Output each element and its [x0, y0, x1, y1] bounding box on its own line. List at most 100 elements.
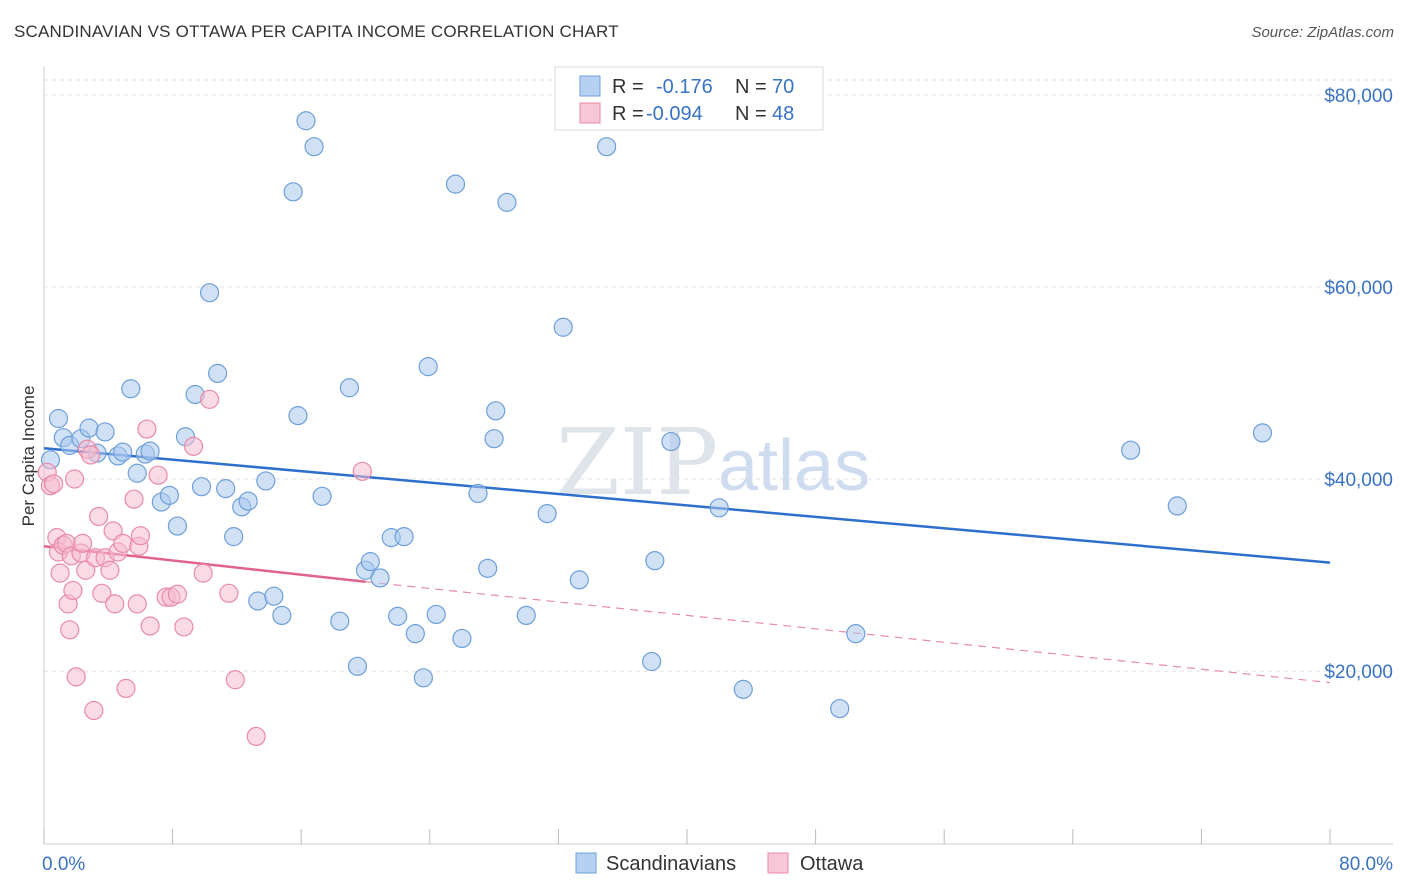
point-ottawa [140, 616, 160, 636]
point-scandinavians [360, 552, 380, 572]
point-scandinavians [113, 442, 133, 462]
point-ottawa [116, 678, 136, 699]
point-ottawa [113, 533, 133, 553]
point-scandinavians [733, 679, 753, 699]
trend-line-scandinavians [43, 447, 1331, 564]
point-scandinavians [478, 558, 498, 578]
point-ottawa [352, 461, 372, 481]
y-tick-label: $80,000 [1324, 86, 1393, 107]
legend-r-value-1: -0.176 [656, 76, 713, 98]
point-scandinavians [272, 605, 292, 626]
legend-bottom-label-scandinavians: Scandinavians [606, 853, 736, 875]
point-ottawa [225, 670, 245, 690]
legend-swatch-scandinavians [579, 75, 601, 97]
point-scandinavians [95, 422, 115, 442]
chart-title: SCANDINAVIAN VS OTTAWA PER CAPITA INCOME… [14, 22, 619, 41]
point-ottawa [199, 389, 220, 409]
point-scandinavians [645, 551, 665, 571]
y-axis-label: Per Capita Income [19, 386, 38, 527]
point-scandinavians [1252, 423, 1273, 443]
point-scandinavians [1167, 496, 1187, 516]
legend-bottom-label-ottawa: Ottawa [800, 853, 864, 875]
point-scandinavians [264, 586, 284, 606]
point-scandinavians [452, 628, 472, 649]
point-scandinavians [216, 479, 236, 499]
point-scandinavians [238, 491, 258, 511]
point-scandinavians [418, 357, 438, 377]
watermark-atlas: atlas [718, 426, 870, 506]
trend-line-extended-ottawa [365, 581, 1331, 684]
legend-n-value-1: 70 [772, 76, 794, 98]
point-ottawa [64, 469, 85, 489]
point-scandinavians [347, 656, 368, 676]
point-scandinavians [405, 624, 425, 644]
point-scandinavians [370, 568, 390, 588]
series-ottawa [37, 389, 372, 747]
point-scandinavians [394, 527, 414, 547]
point-ottawa [50, 563, 70, 583]
point-scandinavians [516, 605, 536, 626]
point-scandinavians [486, 401, 506, 421]
point-ottawa [219, 583, 239, 603]
point-scandinavians [388, 606, 408, 626]
y-tick-label: $20,000 [1324, 662, 1393, 683]
y-tick-labels: $20,000 $40,000 $60,000 $80,000 [1324, 86, 1393, 683]
point-scandinavians [661, 431, 681, 452]
x-tick-label-max: 80.0% [1339, 854, 1393, 875]
point-scandinavians [709, 498, 729, 518]
point-ottawa [174, 617, 194, 637]
point-scandinavians [312, 486, 332, 506]
point-scandinavians [445, 174, 466, 194]
y-tick-label: $40,000 [1324, 470, 1393, 491]
point-scandinavians [199, 283, 220, 303]
gridlines [44, 79, 1393, 672]
point-scandinavians [283, 182, 303, 202]
point-scandinavians [159, 485, 179, 505]
legend-top: R = -0.176 N = 70 R = -0.094 N = 48 [554, 66, 824, 131]
point-ottawa [130, 526, 151, 546]
point-scandinavians [121, 379, 141, 399]
legend-swatch-ottawa [579, 102, 601, 124]
legend-bottom: Scandinavians Ottawa [575, 852, 864, 875]
point-scandinavians [167, 516, 188, 536]
series-scandinavians [40, 111, 1273, 719]
legend-r-value-2: -0.094 [646, 103, 703, 125]
point-ottawa [84, 700, 104, 721]
point-scandinavians [48, 408, 69, 429]
point-ottawa [72, 533, 93, 553]
legend-r-label-1: R = [612, 76, 644, 98]
legend-r-label-2: R = [612, 103, 644, 125]
point-scandinavians [597, 137, 617, 157]
point-scandinavians [830, 698, 850, 719]
y-tick-label: $60,000 [1324, 278, 1393, 299]
point-ottawa [124, 489, 144, 509]
point-scandinavians [224, 527, 244, 547]
point-ottawa [66, 667, 86, 687]
point-scandinavians [484, 429, 504, 449]
point-scandinavians [127, 463, 147, 483]
point-ottawa [60, 620, 80, 640]
point-scandinavians [846, 624, 866, 644]
point-scandinavians [497, 192, 517, 212]
point-ottawa [81, 445, 101, 465]
point-ottawa [127, 594, 147, 614]
point-scandinavians [191, 477, 212, 497]
source-label: Source: ZipAtlas.com [1251, 24, 1394, 41]
point-ottawa [63, 580, 83, 601]
point-scandinavians [339, 378, 360, 398]
point-ottawa [183, 436, 204, 456]
data-points [37, 111, 1273, 747]
point-scandinavians [208, 363, 228, 383]
point-scandinavians [330, 611, 350, 631]
point-ottawa [148, 465, 168, 485]
point-scandinavians [468, 483, 488, 504]
watermark: ZIP atlas [556, 409, 870, 516]
point-scandinavians [288, 406, 308, 426]
watermark-zip: ZIP [556, 409, 718, 516]
point-ottawa [167, 584, 188, 604]
legend-n-label-2: N = [735, 103, 767, 125]
legend-n-value-2: 48 [772, 103, 794, 125]
point-scandinavians [553, 317, 573, 337]
point-ottawa [193, 563, 213, 583]
